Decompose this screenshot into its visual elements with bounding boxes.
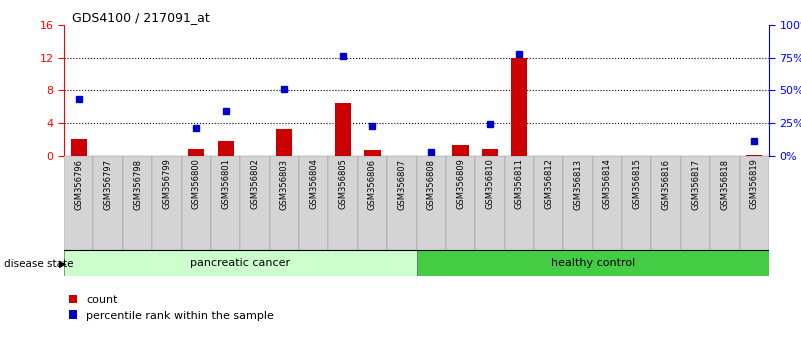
Bar [299,156,328,250]
Bar [64,250,417,276]
Legend: count, percentile rank within the sample: count, percentile rank within the sample [64,290,279,325]
Bar [240,156,270,250]
Text: GSM356804: GSM356804 [309,159,318,210]
Bar [511,57,527,156]
Text: healthy control: healthy control [550,258,635,268]
Bar [182,156,211,250]
Text: GSM356805: GSM356805 [339,159,348,210]
Text: GSM356798: GSM356798 [133,159,142,210]
Bar [417,250,769,276]
Bar [188,149,204,156]
Bar [710,156,739,250]
Bar [270,156,299,250]
Text: GSM356815: GSM356815 [632,159,642,210]
Bar [534,156,563,250]
Text: GSM356797: GSM356797 [103,159,113,210]
Bar [475,156,505,250]
Text: GSM356814: GSM356814 [603,159,612,210]
Bar [70,139,87,156]
Text: GSM356807: GSM356807 [397,159,406,210]
Text: GSM356816: GSM356816 [662,159,670,210]
Bar [482,149,498,156]
Text: GSM356810: GSM356810 [485,159,494,210]
Bar [364,150,380,156]
Bar [328,156,358,250]
Bar [681,156,710,250]
Text: GSM356818: GSM356818 [720,159,730,210]
Bar [152,156,182,250]
Bar [739,156,769,250]
Text: ▶: ▶ [58,259,66,269]
Text: GSM356801: GSM356801 [221,159,230,210]
Bar [387,156,417,250]
Text: GSM356799: GSM356799 [163,159,171,210]
Text: GSM356796: GSM356796 [74,159,83,210]
Bar [651,156,681,250]
Bar [417,156,446,250]
Bar [505,156,534,250]
Bar [622,156,651,250]
Text: GSM356811: GSM356811 [515,159,524,210]
Text: disease state: disease state [4,259,74,269]
Text: GSM356819: GSM356819 [750,159,759,210]
Text: GSM356812: GSM356812 [544,159,553,210]
Bar [747,155,763,156]
Bar [123,156,152,250]
Text: GSM356803: GSM356803 [280,159,289,210]
Text: GSM356806: GSM356806 [368,159,377,210]
Bar [276,129,292,156]
Text: GSM356808: GSM356808 [427,159,436,210]
Bar [453,145,469,156]
Bar [593,156,622,250]
Text: GDS4100 / 217091_at: GDS4100 / 217091_at [72,11,210,24]
Bar [335,103,351,156]
Bar [94,156,123,250]
Text: GSM356800: GSM356800 [191,159,201,210]
Text: GSM356809: GSM356809 [456,159,465,210]
Text: GSM356817: GSM356817 [691,159,700,210]
Text: GSM356813: GSM356813 [574,159,582,210]
Bar [218,141,234,156]
Bar [446,156,475,250]
Text: GSM356802: GSM356802 [251,159,260,210]
Bar [563,156,593,250]
Bar [358,156,387,250]
Text: pancreatic cancer: pancreatic cancer [190,258,290,268]
Bar [211,156,240,250]
Bar [64,156,94,250]
